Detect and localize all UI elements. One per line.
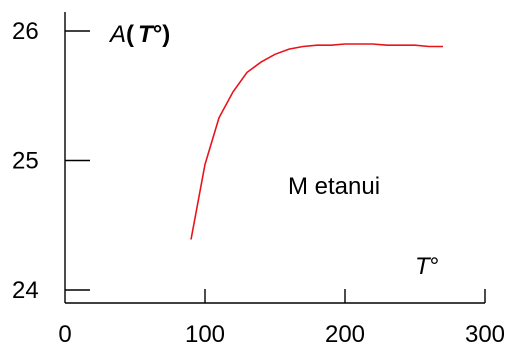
y-axis-title-close: °) [153, 21, 171, 48]
tick-labels: 0 100 200 300 24 25 26 [12, 18, 505, 348]
y-axis-title-a: A [108, 21, 126, 48]
series-annotation: M etanui [288, 173, 380, 200]
ticks [65, 30, 486, 303]
x-axis-title-t: T [415, 253, 432, 280]
series-line [190, 43, 443, 240]
y-tick-label-25: 25 [12, 148, 39, 175]
y-axis-title-open-paren: ( [126, 21, 134, 48]
y-tick-label-26: 26 [12, 18, 39, 45]
x-axis-title: T° [415, 253, 439, 280]
x-tick-label-300: 300 [465, 321, 505, 348]
x-tick-label-0: 0 [58, 321, 71, 348]
y-axis-title: A(T°) [108, 21, 170, 48]
axes [64, 12, 485, 304]
x-tick-label-100: 100 [185, 321, 225, 348]
y-tick-label-24: 24 [12, 277, 39, 304]
x-axis-title-degree: ° [430, 253, 440, 280]
y-axis-title-t: T [138, 21, 155, 48]
x-tick-label-200: 200 [325, 321, 365, 348]
